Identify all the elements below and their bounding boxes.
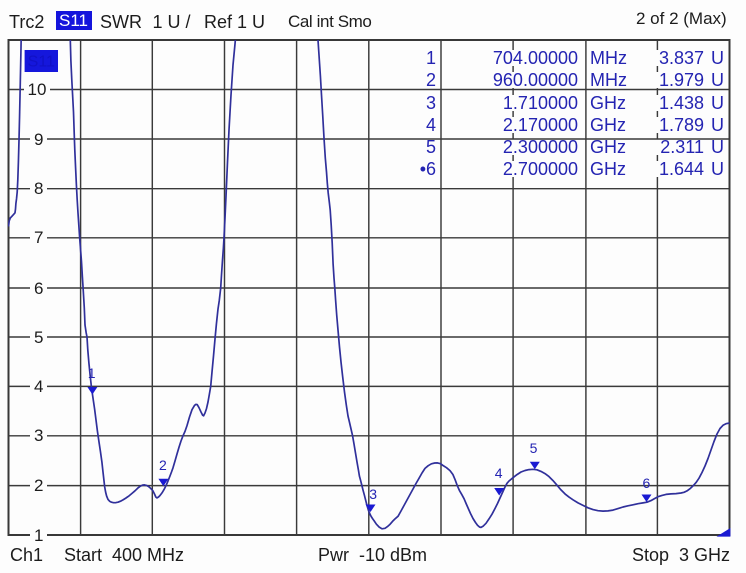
svg-text:S11: S11 xyxy=(28,54,55,71)
